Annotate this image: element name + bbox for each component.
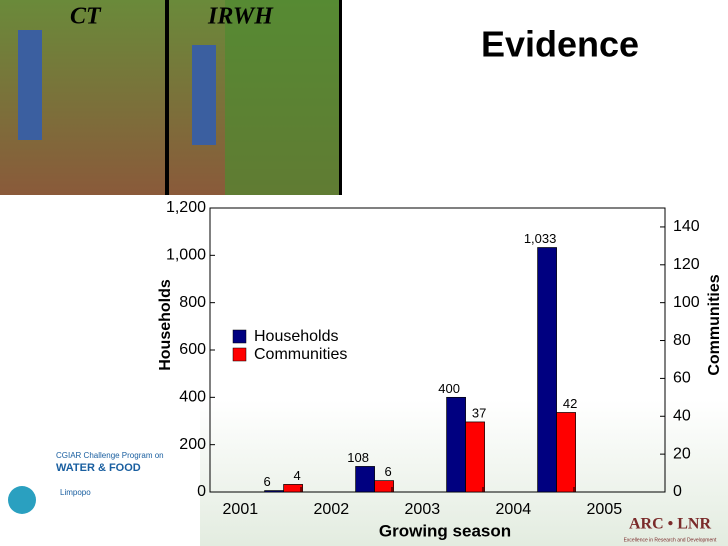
y2-tick-label: 60 [673,370,691,387]
y-tick-label: 200 [179,436,206,453]
x-axis-title: Growing season [379,521,511,540]
y2-tick-label: 0 [673,483,682,500]
bar [283,484,303,493]
logo-text: Excellence in Research and Development [624,537,717,543]
x-tick-label: 2003 [405,501,441,518]
photo-divider [165,0,169,195]
logo-text: Limpopo [60,488,91,497]
legend-label: Households [254,328,339,345]
data-label: 37 [472,405,486,420]
y-axis-title: Households [157,279,174,371]
data-label: 108 [347,450,369,465]
logo-icon [8,486,36,514]
y2-tick-label: 120 [673,256,700,273]
legend-label: Communities [254,346,347,363]
x-tick-label: 2001 [223,501,259,518]
logo-text: ARC • LNR [629,516,711,533]
y2-tick-label: 140 [673,218,700,235]
photo-border [339,0,342,195]
bar [355,466,375,493]
data-label: 400 [438,381,460,396]
data-label: 4 [293,468,300,483]
logo-text: WATER & FOOD [56,462,141,474]
legend-swatch [232,347,247,362]
data-label: 42 [563,396,577,411]
y-tick-label: 600 [179,341,206,358]
bar [264,490,284,493]
y2-tick-label: 100 [673,294,700,311]
y-tick-label: 400 [179,389,206,406]
chart-title: Evidence [481,24,639,65]
x-tick-label: 2005 [587,501,623,518]
person [18,30,42,140]
y2-tick-label: 80 [673,332,691,349]
bar [374,480,394,493]
bar [446,396,466,493]
y-tick-label: 1,000 [166,247,206,264]
data-label: 6 [263,474,270,489]
x-tick-label: 2002 [314,501,350,518]
y-tick-label: 0 [197,483,206,500]
bar [556,412,576,493]
chart: 0 200 400 600 800 1,000 1,200 0 20 40 60 80 100 120 14… [157,199,723,540]
photo-label: IRWH [207,4,274,30]
data-label: 1,033 [524,231,557,246]
bar [537,247,557,493]
y2-axis-title: Communities [706,274,723,375]
y2-tick-label: 20 [673,445,691,462]
y-tick-label: 800 [179,294,206,311]
person [192,45,216,145]
y-tick-label: 1,200 [166,199,206,216]
logo-text: CGIAR Challenge Program on [56,451,164,460]
x-tick-label: 2004 [496,501,532,518]
legend-swatch [232,329,247,344]
maize [225,0,339,195]
photo-label: CT [70,4,102,30]
bar [465,421,485,493]
data-label: 6 [384,464,391,479]
y2-tick-label: 40 [673,407,691,424]
